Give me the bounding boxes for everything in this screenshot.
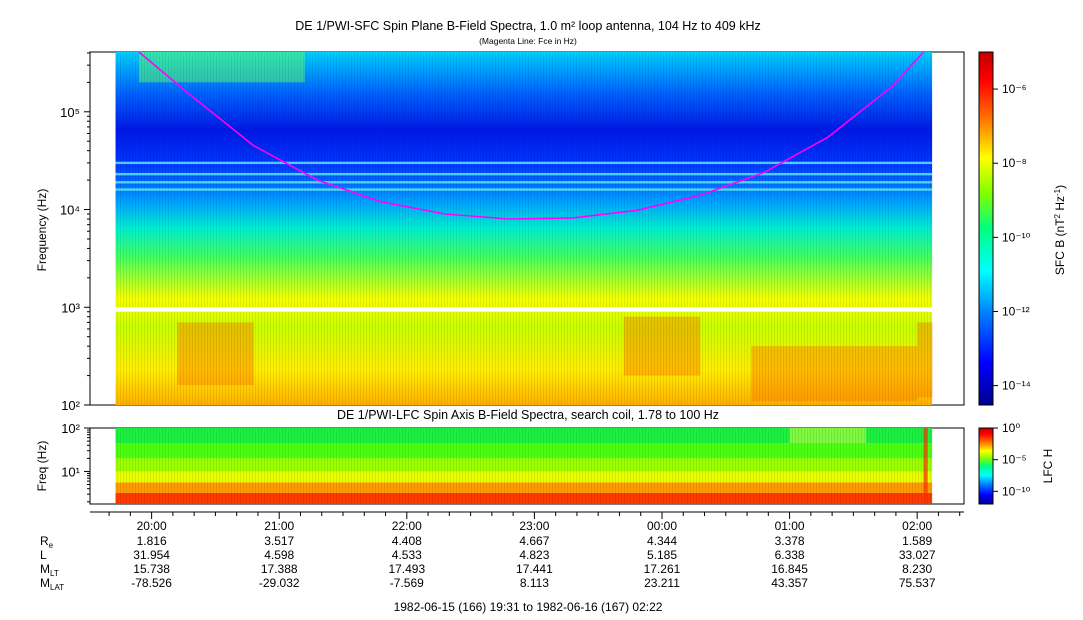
ephemeris-value: 43.357 [771,576,808,590]
ephemeris-value: 4.408 [392,534,422,548]
lfc-colorbar-tick-label: 10⁰ [1002,421,1020,435]
sfc-subtitle: (Magenta Line: Fce in Hz) [479,36,577,46]
time-tick-label: 02:00 [902,519,932,533]
sfc-colorbar-ticks: 10⁻⁶ 10⁻⁸ 10⁻¹⁰ 10⁻¹² 10⁻¹⁴ [993,82,1031,393]
lfc-y-tick-label: 10¹ [61,464,80,479]
fce-line-group [138,51,925,220]
sfc-colorbar-tick-label: 10⁻¹⁴ [1002,379,1031,393]
ephemeris-value: 4.823 [519,548,549,562]
sfc-title: DE 1/PWI-SFC Spin Plane B-Field Spectra,… [295,19,761,33]
sfc-data-gap [91,307,963,312]
ephemeris-value: 1.816 [137,534,167,548]
sfc-spectrogram-panel: 10² 10³ 10⁴ 10⁵ Frequency (Hz) [35,51,965,413]
sfc-colorbar-tick-label: 10⁻⁶ [1002,82,1027,96]
lfc-y-tick-label: 10² [61,421,80,436]
ephemeris-value: 75.537 [899,576,936,590]
sfc-y-axis-label: Frequency (Hz) [35,189,49,272]
sfc-colorbar-tick-label: 10⁻⁸ [1002,156,1027,170]
ephemeris-value: -29.032 [259,576,300,590]
time-range-footer: 1982-06-15 (166) 19:31 to 1982-06-16 (16… [394,600,663,614]
lfc-spectrogram-panel: 10¹ 10² Freq (Hz) [35,421,965,505]
sfc-spectrogram-image [91,52,963,405]
lfc-y-axis-label: Freq (Hz) [35,441,49,492]
ephemeris-value: 5.185 [647,548,677,562]
ephemeris-value: 15.738 [133,562,170,576]
lfc-y-axis: 10¹ 10² [61,421,90,503]
time-tick-label: 21:00 [264,519,294,533]
lfc-colorbar-tick-label: 10⁻¹⁰ [1002,484,1031,498]
time-tick-label: 22:00 [392,519,422,533]
ephemeris-value: 33.027 [899,548,936,562]
ephemeris-value: 16.845 [771,562,808,576]
lfc-colorbar-scale [978,427,994,505]
sfc-texture [115,52,933,405]
sfc-colorbar-label: SFC B (nT2 Hz-1) [1053,185,1067,275]
sfc-y-tick-label: 10³ [61,300,80,315]
ephemeris-row-label: MLT [40,562,59,578]
ephemeris-value: 23.211 [644,576,680,590]
lfc-colorbar-tick-label: 10⁻⁵ [1002,453,1027,467]
lfc-spectrogram-image [115,428,933,504]
ephemeris-row-label: MLAT [40,576,64,592]
lfc-colorbar-ticks: 10⁰ 10⁻⁵ 10⁻¹⁰ [993,421,1031,498]
ephemeris-value: -78.526 [131,576,172,590]
sfc-y-tick-label: 10⁴ [60,203,80,218]
ephemeris-value: 1.589 [902,534,932,548]
lfc-colorbar-label: LFC H [1041,449,1055,484]
ephemeris-value: 8.230 [902,562,932,576]
ephemeris-value: 17.261 [644,562,681,576]
fce-line [138,51,925,220]
ephemeris-value: 17.441 [516,562,553,576]
time-tick-label: 01:00 [775,519,805,533]
ephemeris-value: 4.667 [519,534,549,548]
sfc-y-tick-label: 10² [61,398,80,413]
ephemeris-value: 6.338 [775,548,805,562]
ephemeris-value: 3.517 [264,534,294,548]
ephemeris-row-label: Re [40,534,54,550]
sfc-colorbar-tick-label: 10⁻¹² [1002,304,1030,318]
time-tick-label: 20:00 [137,519,167,533]
ephemeris-value: 4.533 [392,548,422,562]
time-axis: 20:00 21:00 22:00 23:00 00:00 01:00 02:00 [90,511,964,533]
ephemeris-table: Re 1.816 3.517 4.408 4.667 4.344 3.378 1.589 L 31… [40,534,936,592]
ephemeris-value: 4.344 [647,534,677,548]
lfc-title: DE 1/PWI-LFC Spin Axis B-Field Spectra, … [337,408,719,422]
sfc-y-axis: 10² 10³ 10⁴ 10⁵ [60,52,90,413]
ephemeris-value: 17.493 [388,562,425,576]
ephemeris-value: 17.388 [261,562,298,576]
sfc-colorbar-scale [978,51,994,406]
ephemeris-value: -7.569 [390,576,424,590]
sfc-colorbar-tick-label: 10⁻¹⁰ [1002,230,1031,244]
sfc-colorbar: 10⁻⁶ 10⁻⁸ 10⁻¹⁰ 10⁻¹² 10⁻¹⁴ SFC B (nT2 Hz-1) [978,51,1067,406]
sfc-y-tick-label: 10⁵ [60,105,80,120]
ephemeris-value: 31.954 [133,548,170,562]
ephemeris-row-label: L [40,548,47,562]
ephemeris-value: 4.598 [264,548,294,562]
time-tick-label: 00:00 [647,519,677,533]
ephemeris-value: 3.378 [775,534,805,548]
lfc-colorbar: 10⁰ 10⁻⁵ 10⁻¹⁰ LFC H [978,421,1055,505]
time-tick-label: 23:00 [519,519,549,533]
lfc-texture [115,428,933,504]
ephemeris-value: 8.113 [520,576,549,590]
